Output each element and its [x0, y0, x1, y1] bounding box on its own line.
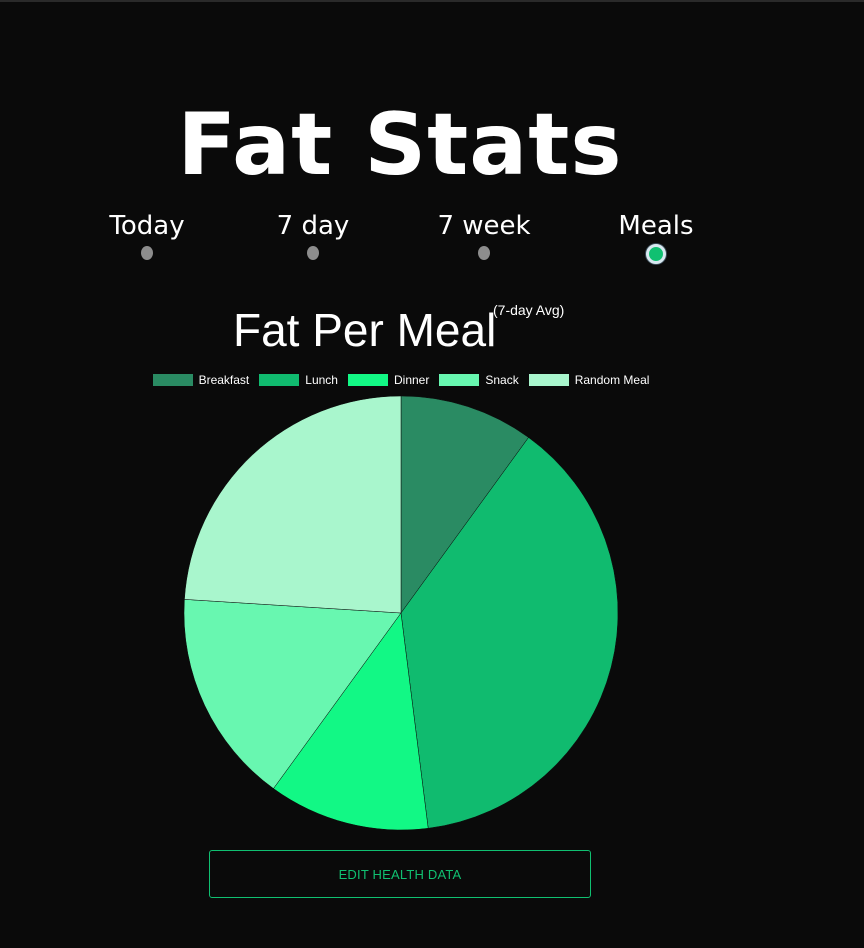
tab-7-week[interactable]: 7 week [414, 208, 554, 260]
tab-today-label: Today [109, 211, 185, 241]
chart-title: Fat Per Meal [233, 304, 497, 356]
pie-slice-random-meal[interactable] [184, 395, 402, 614]
tab-7-day-radio[interactable] [307, 246, 319, 260]
tab-meals-radio[interactable] [646, 244, 666, 264]
legend-item-snack[interactable]: Snack [439, 373, 519, 387]
tab-7-week-label: 7 week [437, 211, 531, 241]
legend-swatch-random-meal [528, 374, 569, 386]
legend-label-breakfast: Breakfast [198, 373, 250, 387]
legend-swatch-breakfast [152, 374, 193, 386]
pie-slice-breakfast[interactable] [400, 395, 529, 614]
legend-label-random-meal: Random Meal [574, 373, 650, 387]
app-title: Fat Stats [177, 95, 623, 195]
tab-7-day-label: 7 day [276, 211, 350, 241]
top-border [0, 0, 864, 2]
tab-today[interactable]: Today [77, 208, 217, 260]
legend-label-snack: Snack [485, 373, 519, 387]
legend-swatch-snack [439, 374, 480, 386]
legend-label-dinner: Dinner [393, 373, 430, 387]
tab-7-day[interactable]: 7 day [243, 208, 383, 260]
legend-swatch-lunch [259, 374, 300, 386]
edit-health-data-button[interactable]: EDIT HEALTH DATA [209, 850, 591, 898]
legend-swatch-dinner [347, 374, 388, 386]
legend-item-breakfast[interactable]: Breakfast [152, 373, 250, 387]
chart-subtitle: (7-day Avg) [493, 302, 565, 318]
tab-meals-label: Meals [618, 211, 694, 241]
chart-legend: Breakfast Lunch Dinner Snack Random Meal [0, 373, 802, 387]
legend-item-dinner[interactable]: Dinner [347, 373, 430, 387]
pie-slice-dinner[interactable] [273, 612, 429, 831]
legend-item-lunch[interactable]: Lunch [259, 373, 338, 387]
pie-slice-lunch[interactable] [400, 437, 619, 829]
tab-meals[interactable]: Meals [586, 208, 726, 264]
pie-slice-snack[interactable] [183, 599, 402, 789]
legend-item-random-meal[interactable]: Random Meal [528, 373, 650, 387]
tab-7-week-radio[interactable] [478, 246, 490, 260]
legend-label-lunch: Lunch [305, 373, 338, 387]
tab-today-radio[interactable] [141, 246, 153, 260]
